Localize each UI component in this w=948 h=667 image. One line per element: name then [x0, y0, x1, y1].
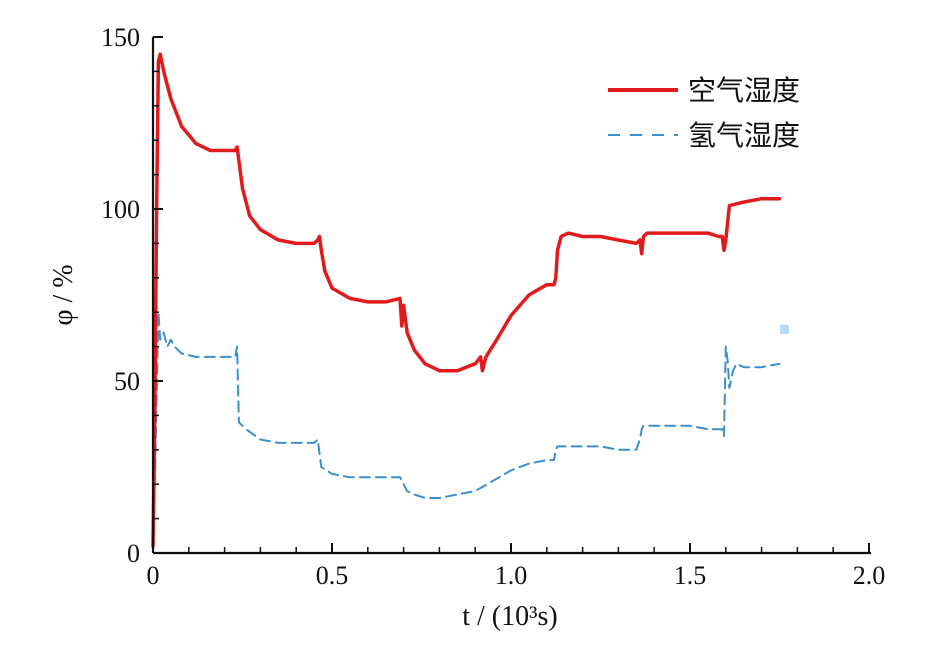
marker-square	[780, 325, 789, 334]
x-tick-label: 0	[147, 561, 160, 590]
y-tick-label: 50	[114, 367, 140, 396]
x-tick-label: 1.5	[674, 561, 707, 590]
series-line-hydrogen-humidity	[152, 311, 781, 551]
x-tick-label: 2.0	[853, 561, 886, 590]
legend: 空气湿度 氢气湿度	[608, 74, 800, 152]
x-tick-label: 1.0	[495, 561, 528, 590]
y-tick-label: 150	[101, 23, 140, 52]
axis-tick-labels: 0 0.5 1.0 1.5 2.0 0 50 100 150	[101, 23, 885, 590]
axis-ticks	[152, 36, 870, 554]
plot-lines	[151, 52, 782, 551]
y-axis-title: φ / %	[48, 264, 79, 325]
series-line-air-humidity	[151, 52, 782, 548]
legend-label-hydrogen: 氢气湿度	[688, 119, 800, 152]
x-tick-label: 0.5	[316, 561, 349, 590]
legend-label-air: 空气湿度	[688, 74, 800, 107]
y-tick-label: 100	[101, 195, 140, 224]
y-tick-label: 0	[127, 539, 140, 568]
x-axis-title: t / (10³s)	[462, 601, 558, 632]
